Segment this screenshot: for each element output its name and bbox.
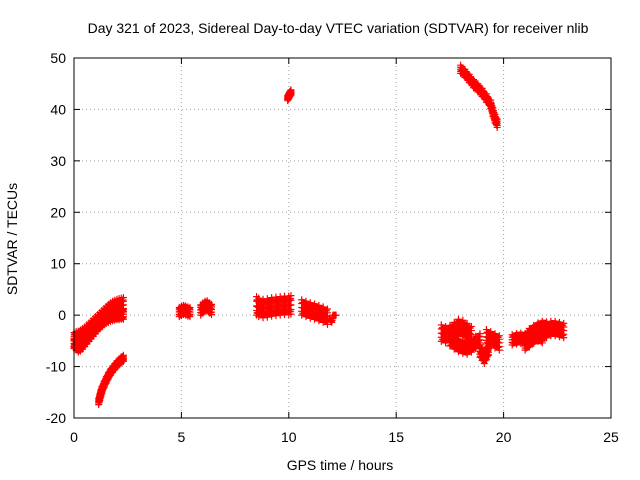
- data-point: [186, 303, 194, 311]
- grid: [74, 58, 611, 418]
- data-point: [485, 348, 493, 356]
- plot-frame: [73, 57, 612, 419]
- x-tick-label: 25: [603, 429, 619, 445]
- x-tick-label: 15: [388, 429, 404, 445]
- data-point: [207, 300, 215, 308]
- series-arc-5h: [175, 301, 194, 321]
- data-point: [287, 292, 295, 300]
- data-point: [463, 319, 471, 327]
- data-point: [332, 311, 340, 319]
- data-point: [287, 305, 295, 313]
- data-point: [119, 294, 127, 302]
- data-point: [467, 322, 475, 330]
- series-arc-early-lower: [70, 305, 127, 356]
- data-point: [323, 305, 331, 313]
- data-point: [560, 319, 568, 327]
- series-arc-19h: [476, 339, 493, 367]
- series-arc-18-20h-high: [457, 61, 501, 131]
- data-point: [476, 330, 484, 338]
- y-tick-label: 50: [50, 50, 66, 66]
- x-axis-label: GPS time / hours: [287, 457, 394, 473]
- y-tick-label: 30: [50, 153, 66, 169]
- y-axis-label: SDTVAR / TECUs: [4, 183, 20, 295]
- series-arc-17-18h: [437, 315, 475, 347]
- x-tick-label: 0: [70, 429, 78, 445]
- series-arc-12h-tail: [326, 311, 340, 326]
- y-tick-label: -20: [46, 410, 66, 426]
- y-tick-label: 10: [50, 256, 66, 272]
- chart-title: Day 321 of 2023, Sidereal Day-to-day VTE…: [88, 20, 589, 36]
- series-arc-10h-high: [284, 86, 295, 105]
- data-point: [560, 330, 568, 338]
- series-arc-8-10h: [253, 292, 295, 322]
- series-arc-10-12h: [298, 296, 331, 328]
- y-tick-label: 20: [50, 204, 66, 220]
- series-arc-19-19.8h: [482, 326, 503, 354]
- data-point: [459, 316, 467, 324]
- data-point: [119, 351, 127, 359]
- y-tick-label: 0: [58, 307, 66, 323]
- data-point: [495, 332, 503, 340]
- data-point: [287, 86, 295, 94]
- data-marks: [70, 61, 568, 409]
- data-point: [495, 343, 503, 351]
- data-point: [493, 115, 501, 123]
- data-point: [119, 305, 127, 313]
- y-tick-label: -10: [46, 359, 66, 375]
- x-tick-label: 20: [496, 429, 512, 445]
- series-arc-17-19h-lower: [446, 330, 484, 358]
- y-tick-labels: -20 -10 0 10 20 30 40 50: [46, 50, 66, 426]
- x-tick-label: 10: [281, 429, 297, 445]
- series-arc-6h: [197, 297, 215, 319]
- x-tick-labels: 0 5 10 15 20 25: [70, 429, 619, 445]
- series-arc-descent: [95, 351, 127, 409]
- axis-ticks: [73, 57, 612, 419]
- x-tick-label: 5: [178, 429, 186, 445]
- y-tick-label: 40: [50, 101, 66, 117]
- series-arc-22-23h: [538, 317, 568, 345]
